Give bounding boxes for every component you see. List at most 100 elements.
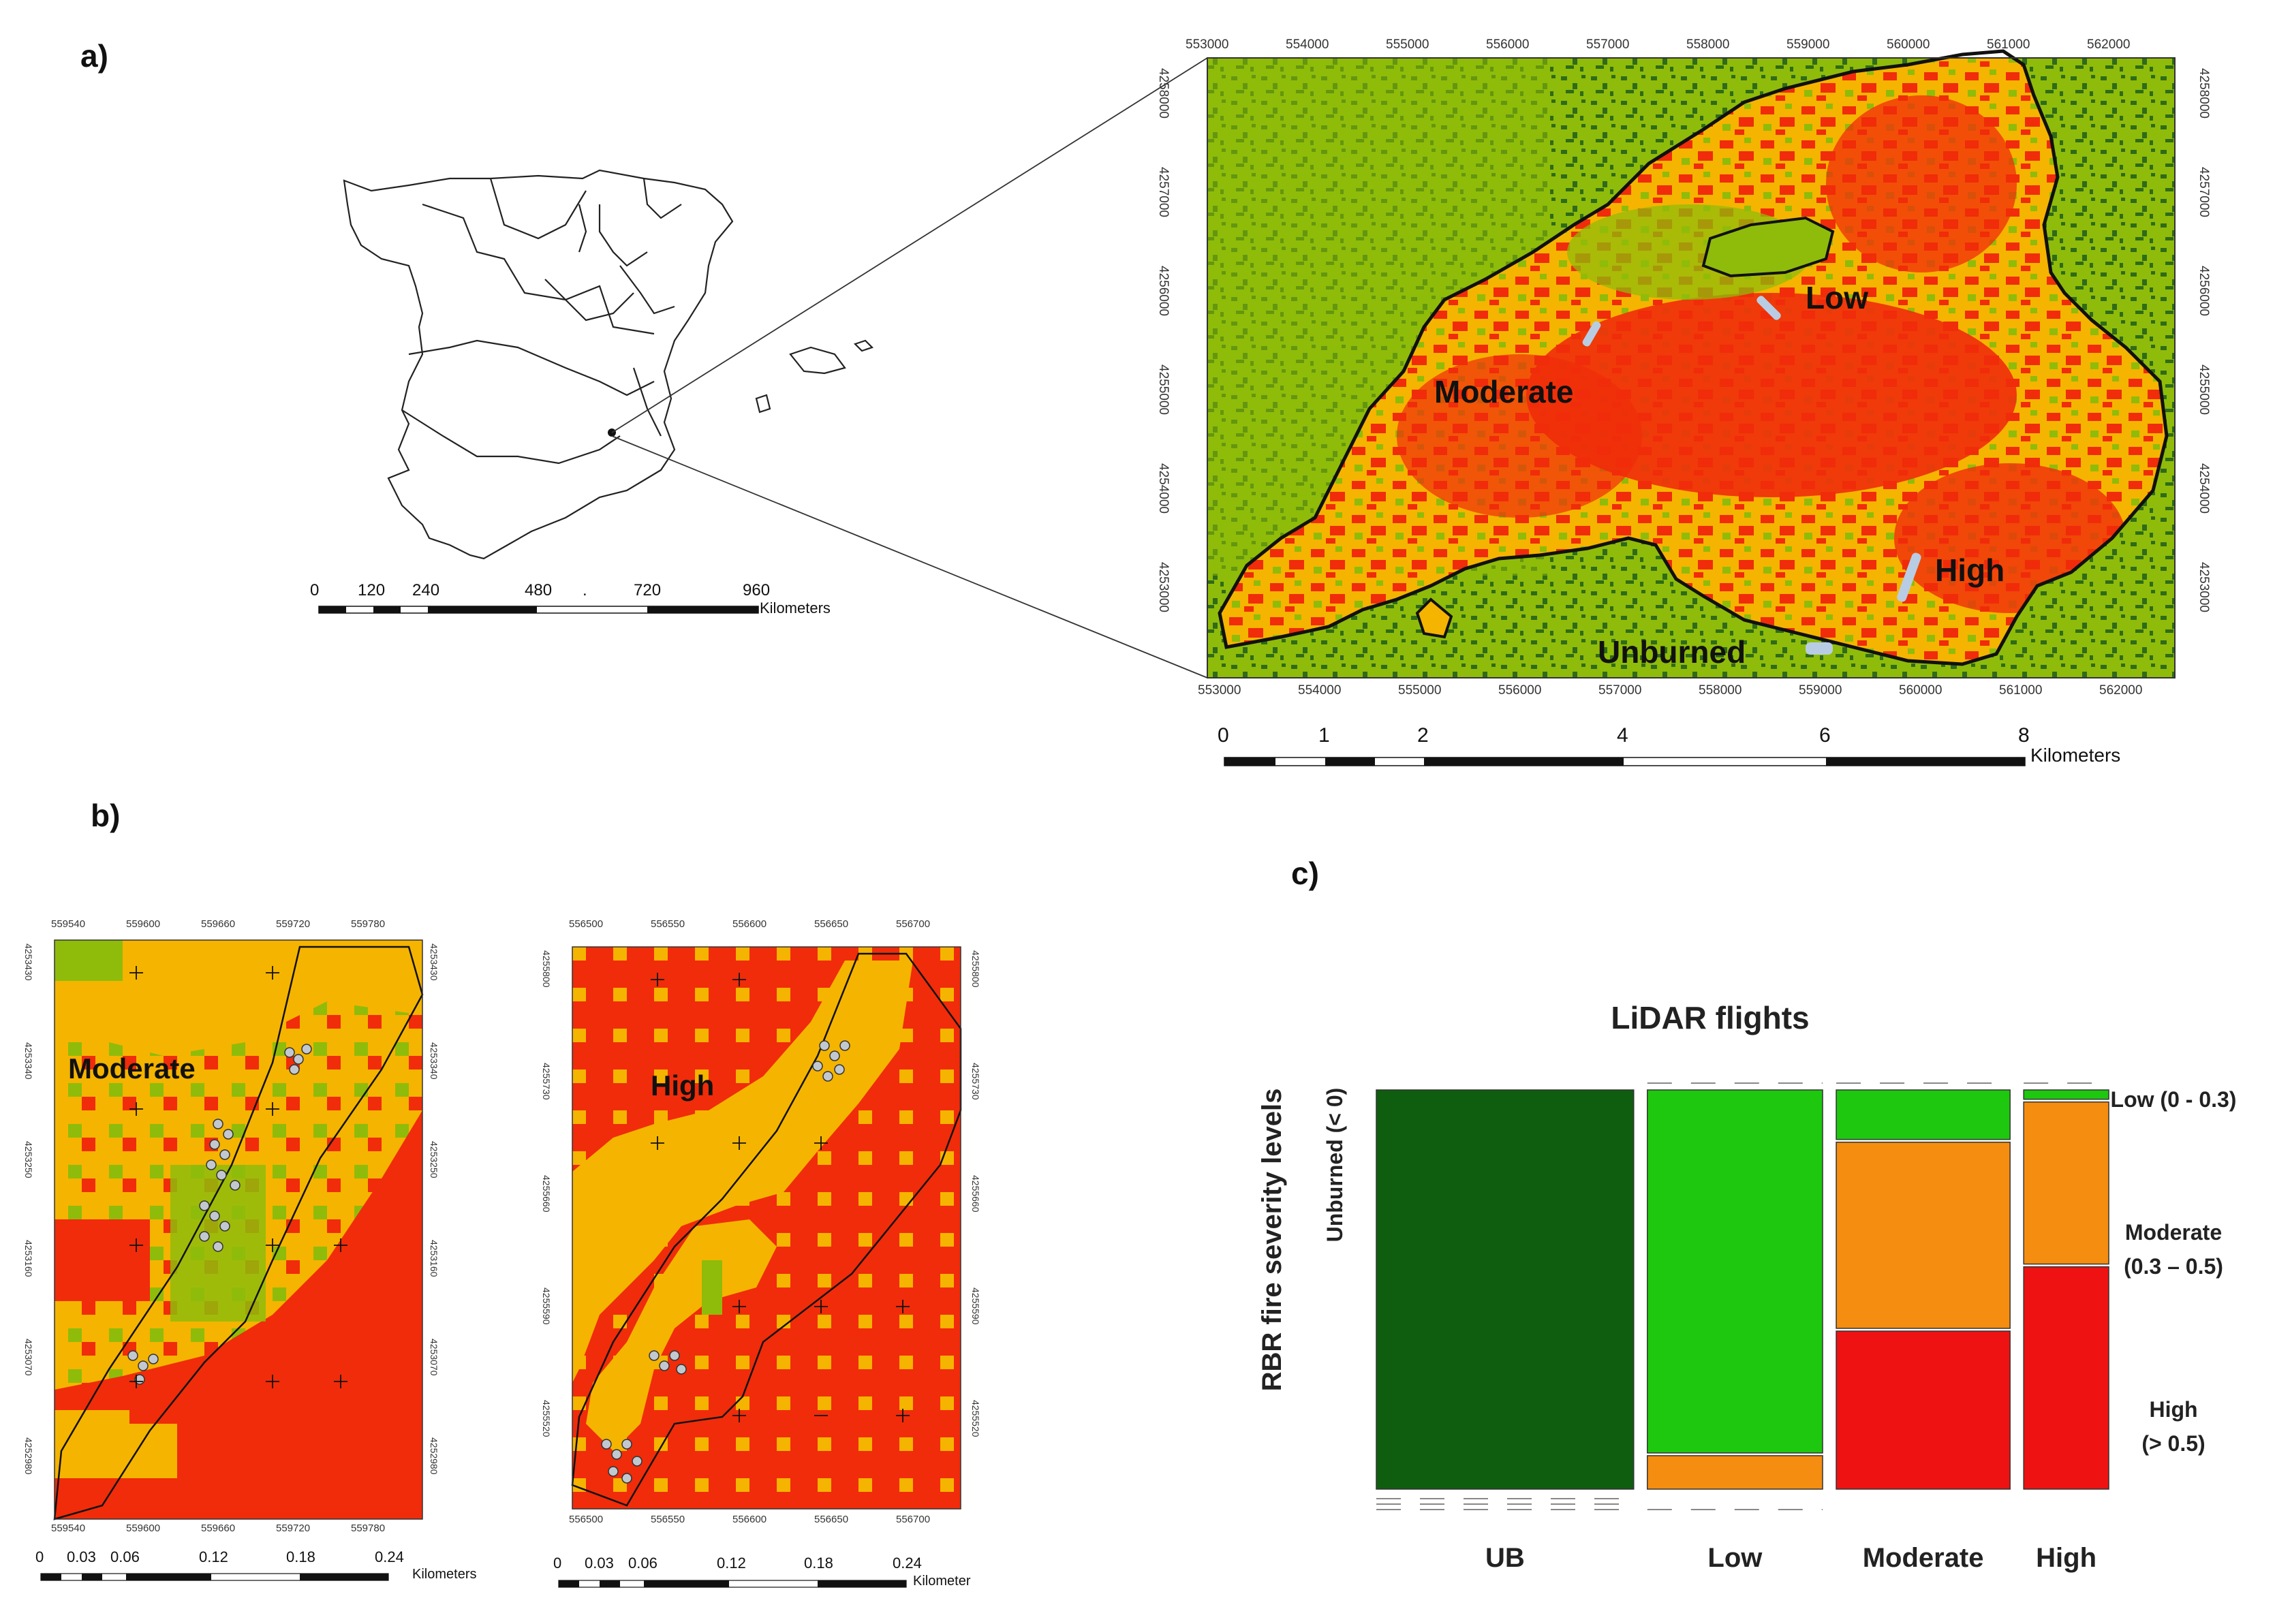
mosaic-cell-high-3 xyxy=(2023,1266,2109,1490)
panel-label-c: c) xyxy=(1291,856,1319,891)
connector-line-top xyxy=(611,57,1208,433)
x-tick: 556550 xyxy=(651,918,685,930)
x-category-label: Low xyxy=(1707,1543,1763,1573)
detail-moderate-scale-006: 0.06 xyxy=(110,1548,140,1565)
fire-scale-0: 0 xyxy=(1218,724,1229,747)
mosaic-chart: LiDAR flights RBR fire severity levels Unb… xyxy=(1257,1000,2237,1573)
detail-moderate-scale-unit: Kilometers xyxy=(412,1567,477,1582)
row-label-unburned: Unburned (< 0) xyxy=(1322,1088,1347,1243)
detail-moderate-y-tick: 4253160 xyxy=(23,1240,34,1277)
detail-moderate-y-tick-right: 4252980 xyxy=(429,1437,439,1475)
fire-map-y-tick-right: 4253000 xyxy=(2197,562,2211,612)
x-tick: 559720 xyxy=(276,918,311,930)
fire-scale-1: 1 xyxy=(1318,724,1330,747)
detail-high-scale-unit: Kilometer xyxy=(913,1574,971,1589)
x-tick: 556000 xyxy=(1486,37,1530,52)
detail-high-y-tick-right: 4255520 xyxy=(970,1400,981,1437)
detail-moderate-x-ticks-bottom: 559540 559600 559660 559720 559780 xyxy=(51,1522,446,1539)
row-label-high-range: (> 0.5) xyxy=(2141,1431,2205,1456)
detail-moderate-y-tick: 4252980 xyxy=(23,1437,34,1475)
fire-map-label-high: High xyxy=(1935,552,2005,588)
x-tick: 562000 xyxy=(2099,683,2143,698)
y-axis-label: RBR fire severity levels xyxy=(1257,1089,1287,1392)
row-label-moderate-range: (0.3 – 0.5) xyxy=(2124,1254,2223,1279)
x-tick: 558000 xyxy=(1699,683,1742,698)
detail-high-scale-012: 0.12 xyxy=(717,1555,746,1572)
detail-moderate-y-tick-right: 4253340 xyxy=(429,1042,439,1080)
fire-map-y-tick-right: 4257000 xyxy=(2197,167,2211,217)
fire-map-y-tick: 4254000 xyxy=(1156,463,1171,514)
connector-line-bottom xyxy=(611,435,1208,678)
detail-high-y-tick: 4255800 xyxy=(541,950,552,988)
panel-a-figure xyxy=(318,49,2176,766)
fire-map-y-tick: 4256000 xyxy=(1156,266,1171,316)
spain-scale-720: 720 xyxy=(634,581,662,599)
x-tick: 560000 xyxy=(1899,683,1943,698)
detail-high-y-tick: 4255730 xyxy=(541,1063,552,1100)
fire-scale-4: 4 xyxy=(1617,724,1628,747)
panel-label-a: a) xyxy=(80,38,108,74)
row-label-low: Low (0 - 0.3) xyxy=(2111,1087,2237,1112)
x-tick: 559780 xyxy=(351,918,386,930)
detail-moderate-y-tick-right: 4253160 xyxy=(429,1240,439,1277)
x-tick: 559000 xyxy=(1786,37,1830,52)
mosaic-cell-high-2 xyxy=(2023,1101,2109,1265)
x-tick: 556550 xyxy=(651,1514,685,1525)
x-tick: 555000 xyxy=(1398,683,1442,698)
x-tick: 561000 xyxy=(1999,683,2043,698)
x-tick: 559000 xyxy=(1799,683,1842,698)
mosaic-cell-ub-0 xyxy=(1376,1089,1635,1490)
x-tick: 553000 xyxy=(1198,683,1241,698)
fire-map-y-tick: 4257000 xyxy=(1156,167,1171,217)
x-tick: 556700 xyxy=(896,1514,931,1525)
spain-scale-960: 960 xyxy=(743,581,771,599)
x-tick: 559540 xyxy=(51,918,86,930)
spain-map xyxy=(343,169,874,560)
fire-scale-8: 8 xyxy=(2018,724,2030,747)
x-tick: 556600 xyxy=(732,918,767,930)
row-label-high: High xyxy=(2149,1397,2197,1422)
spain-scale-480: 480 xyxy=(525,581,553,599)
x-tick: 560000 xyxy=(1887,37,1930,52)
detail-moderate-y-tick: 4253250 xyxy=(23,1141,34,1178)
x-tick: 556700 xyxy=(896,918,931,930)
detail-moderate-scale-018: 0.18 xyxy=(286,1548,315,1565)
fire-map-y-tick-right: 4254000 xyxy=(2197,463,2211,514)
x-tick: 561000 xyxy=(1987,37,2030,52)
x-tick: 557000 xyxy=(1586,37,1630,52)
x-tick: 554000 xyxy=(1298,683,1342,698)
fire-map-y-tick: 4258000 xyxy=(1156,68,1171,119)
detail-high-y-tick: 4255660 xyxy=(541,1175,552,1213)
detail-moderate-y-tick-right: 4253250 xyxy=(429,1141,439,1178)
detail-high-y-tick: 4255590 xyxy=(541,1287,552,1325)
detail-moderate-scale-012: 0.12 xyxy=(199,1548,228,1565)
fire-map-scale-bar xyxy=(1224,757,2026,766)
x-tick: 562000 xyxy=(2087,37,2131,52)
detail-moderate-scale-003: 0.03 xyxy=(67,1548,96,1565)
fire-map-y-tick-right: 4258000 xyxy=(2197,68,2211,119)
spain-scale-120: 120 xyxy=(358,581,386,599)
x-tick: 556500 xyxy=(569,918,604,930)
detail-high-scale-018: 0.18 xyxy=(804,1555,833,1572)
mosaic-cell-moderate-3 xyxy=(1836,1330,2011,1490)
detail-high-y-tick-right: 4255730 xyxy=(970,1063,981,1100)
mosaic-cell-moderate-2 xyxy=(1836,1141,2011,1329)
spain-scale-bar xyxy=(318,606,759,614)
detail-high-scale-003: 0.03 xyxy=(585,1555,614,1572)
detail-high-x-ticks-bottom: 556500 556550 556600 556650 556700 xyxy=(569,1514,978,1530)
detail-high-scale-024: 0.24 xyxy=(893,1555,922,1572)
fire-map-y-tick-right: 4255000 xyxy=(2197,364,2211,415)
fire-map-label-low: Low xyxy=(1806,280,1868,315)
detail-moderate-x-ticks: 559540 559600 559660 559720 559780 xyxy=(51,918,446,935)
detail-map-high xyxy=(571,946,962,1510)
detail-high-y-tick-right: 4255800 xyxy=(970,950,981,988)
x-tick: 556500 xyxy=(569,1514,604,1525)
x-category-label: High xyxy=(2036,1543,2096,1573)
fire-map-top-ticks: 553000 554000 555000 556000 557000 55800… xyxy=(1186,37,2201,57)
row-label-moderate: Moderate xyxy=(2125,1220,2222,1245)
detail-high-y-tick-right: 4255660 xyxy=(970,1175,981,1213)
detail-high-label: High xyxy=(651,1069,715,1102)
fire-map-y-tick: 4253000 xyxy=(1156,562,1171,612)
spain-scale-240: 240 xyxy=(412,581,440,599)
x-tick: 558000 xyxy=(1686,37,1730,52)
